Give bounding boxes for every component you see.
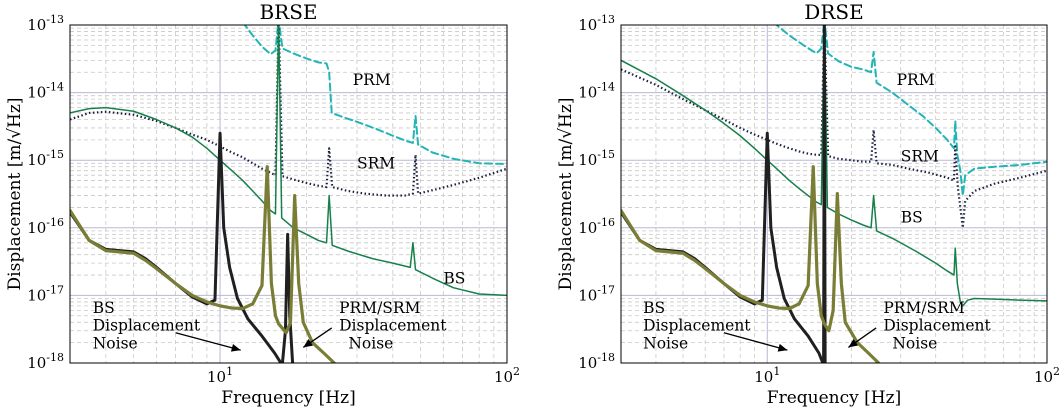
y-tick-label: 10-15: [27, 148, 64, 169]
annotation-label: Displacement: [883, 317, 991, 335]
annotation-label: BS: [643, 299, 665, 317]
y-tick-label: 10-13: [578, 13, 615, 34]
chart-panel-drse: 101 102 10-18 10-17 10-16 10-15 10-14 10-13 DRSE…: [556, 0, 1059, 408]
annotation-label: BS: [93, 299, 115, 317]
annotation-label: PRM/SRM: [883, 299, 964, 317]
annotation-label: BS: [443, 269, 465, 287]
y-axis-label: Displacement [m/√Hz]: [5, 98, 25, 291]
series-line-4: [824, 22, 826, 363]
y-tick-label: 10-14: [578, 81, 615, 102]
annotation-label: PRM: [897, 71, 935, 89]
y-tick-label: 10-16: [578, 216, 615, 237]
y-tick-label: 10-17: [578, 283, 615, 304]
chart-panel-brse: 101 102 10-18 10-17 10-16 10-15 10-14 10-13 BRSE…: [5, 0, 520, 408]
y-tick-label: 10-18: [578, 351, 615, 372]
annotation-label: BS: [901, 208, 923, 226]
x-tick-label: 102: [1034, 365, 1059, 386]
y-tick-label: 10-18: [27, 351, 64, 372]
series-group: [621, 20, 1047, 363]
series-group: [70, 20, 507, 363]
annotation-label: SRM: [357, 155, 395, 173]
x-tick-label: 102: [494, 365, 520, 386]
annotation-label: Noise: [643, 334, 688, 352]
annotation-label: PRM/SRM: [339, 299, 420, 317]
x-axis-label: Frequency [Hz]: [221, 388, 355, 408]
annotation-arrow: [176, 333, 241, 352]
annotation-label: Displacement: [339, 317, 447, 335]
annotation-label: Noise: [892, 334, 937, 352]
y-tick-label: 10-13: [27, 13, 64, 34]
annotation-label: Noise: [348, 334, 393, 352]
x-tick-label: 101: [754, 365, 780, 386]
annotation-label: Displacement: [643, 317, 751, 335]
y-tick-label: 10-14: [27, 81, 64, 102]
annotation-arrow: [724, 333, 787, 352]
annotation-label: PRM: [353, 71, 391, 89]
annotation-label: Noise: [93, 334, 138, 352]
y-axis-label: Displacement [m/√Hz]: [556, 98, 576, 291]
y-tick-label: 10-16: [27, 216, 64, 237]
series-line-0: [243, 20, 507, 164]
x-axis-label: Frequency [Hz]: [767, 388, 901, 408]
annotation-label: SRM: [901, 148, 939, 166]
y-tick-label: 10-17: [27, 283, 64, 304]
x-tick-label: 101: [207, 365, 233, 386]
chart-title: DRSE: [804, 0, 863, 24]
y-tick-label: 10-15: [578, 148, 615, 169]
annotation-label: Displacement: [93, 317, 201, 335]
series-line-1: [621, 20, 1047, 228]
chart-title: BRSE: [259, 0, 317, 24]
